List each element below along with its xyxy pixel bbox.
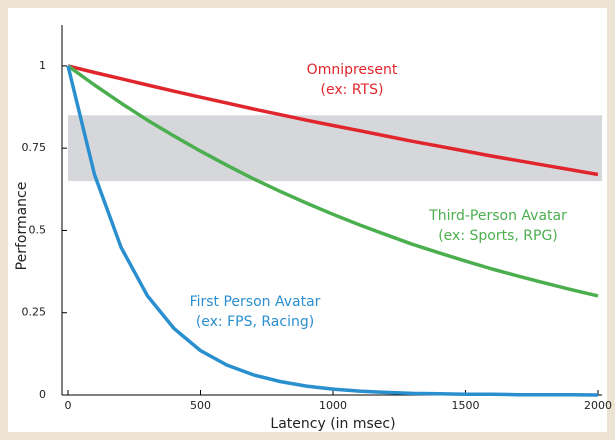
x-axis-label: Latency (in msec) xyxy=(270,416,395,432)
series-note: (ex: FPS, Racing) xyxy=(196,314,314,330)
y-tick-label: 0.75 xyxy=(22,141,47,154)
y-axis-label: Performance xyxy=(14,182,30,271)
y-tick-label: 1 xyxy=(39,59,46,72)
x-tick-label: 0 xyxy=(65,399,72,412)
y-tick-label: 0.25 xyxy=(22,306,47,319)
series-note: (ex: Sports, RPG) xyxy=(438,228,558,244)
x-tick-label: 1000 xyxy=(319,399,347,412)
x-tick-label: 2000 xyxy=(584,399,612,412)
series-label: First Person Avatar xyxy=(190,294,321,310)
y-tick-label: 0 xyxy=(39,388,46,401)
plot-panel xyxy=(8,8,607,432)
x-tick-label: 1500 xyxy=(452,399,480,412)
series-line xyxy=(66,65,599,397)
x-tick-label: 500 xyxy=(190,399,211,412)
series-label: Third-Person Avatar xyxy=(428,208,567,224)
series-note: (ex: RTS) xyxy=(321,82,384,98)
y-tick-label: 0.5 xyxy=(29,223,47,236)
series-line xyxy=(67,64,599,177)
series-label: Omnipresent xyxy=(307,62,398,78)
series-line xyxy=(66,64,599,298)
